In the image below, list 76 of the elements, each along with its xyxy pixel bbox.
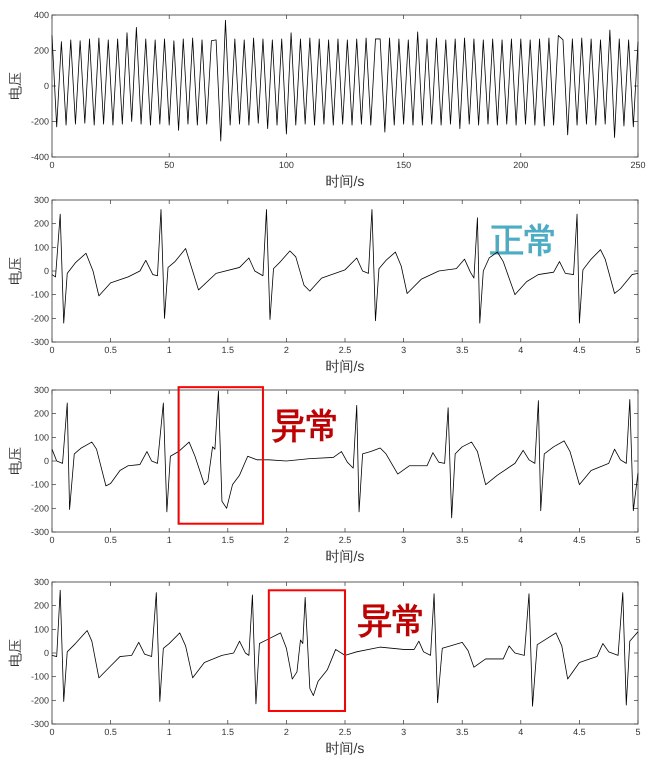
x-tick-label: 3.5 xyxy=(456,345,468,355)
x-tick-label: 150 xyxy=(396,160,412,170)
y-tick-label: -200 xyxy=(30,313,49,324)
y-tick-label: -300 xyxy=(30,527,49,537)
annotation: 异常 xyxy=(271,406,340,446)
line-series xyxy=(52,20,638,142)
y-tick-label: 300 xyxy=(34,577,49,587)
y-tick-label: 0 xyxy=(44,456,49,466)
x-axis-title: 时间/s xyxy=(326,548,364,564)
x-tick-label: 1.5 xyxy=(222,345,234,355)
y-tick-label: 200 xyxy=(34,46,49,56)
y-tick-label: 0 xyxy=(44,81,49,91)
x-tick-label: 2.5 xyxy=(338,345,352,355)
y-tick-label: 200 xyxy=(34,408,49,419)
y-tick-label: 300 xyxy=(34,385,49,395)
y-tick-label: -400 xyxy=(30,152,49,162)
line-series xyxy=(52,390,638,518)
x-tick-label: 2 xyxy=(284,535,289,545)
x-tick-label: 5 xyxy=(635,535,641,545)
x-tick-label: 0.5 xyxy=(104,727,117,737)
x-tick-label: 3.5 xyxy=(456,535,468,545)
x-tick-label: 1.5 xyxy=(222,727,234,737)
x-tick-label: 5 xyxy=(635,727,641,737)
x-tick-label: 100 xyxy=(278,160,294,170)
x-tick-label: 2 xyxy=(284,727,289,737)
y-tick-label: -200 xyxy=(30,503,49,514)
x-tick-label: 2.5 xyxy=(338,535,352,545)
x-tick-label: 200 xyxy=(513,160,528,170)
y-tick-label: 200 xyxy=(34,600,49,611)
y-axis-title: 电压 xyxy=(7,72,23,100)
y-tick-label: -300 xyxy=(30,719,49,729)
y-tick-label: -200 xyxy=(30,695,49,706)
y-tick-label: -200 xyxy=(30,116,49,126)
y-tick-label: -300 xyxy=(30,337,49,347)
x-tick-label: 4 xyxy=(518,535,524,545)
y-tick-label: 100 xyxy=(34,432,49,442)
x-tick-label: 4.5 xyxy=(573,345,586,355)
x-axis-title: 时间/s xyxy=(326,173,364,189)
x-tick-label: 2 xyxy=(284,345,289,355)
x-tick-label: 4.5 xyxy=(573,535,586,545)
x-axis-title: 时间/s xyxy=(326,358,364,374)
x-tick-label: 3 xyxy=(401,345,406,355)
x-tick-label: 3 xyxy=(401,535,406,545)
y-tick-label: 100 xyxy=(34,242,49,252)
x-tick-label: 250 xyxy=(630,160,646,170)
x-tick-label: 2.5 xyxy=(338,727,352,737)
annotation: 异常 xyxy=(357,601,426,641)
line-series xyxy=(52,590,638,707)
y-tick-label: 0 xyxy=(44,648,49,658)
y-axis-title: 电压 xyxy=(7,447,23,475)
x-tick-label: 1.5 xyxy=(222,535,234,545)
y-tick-label: -100 xyxy=(30,672,49,682)
x-tick-label: 4 xyxy=(518,345,524,355)
y-tick-label: 100 xyxy=(34,624,49,634)
x-tick-label: 4.5 xyxy=(573,727,586,737)
y-tick-label: 0 xyxy=(44,266,49,276)
annotation: 正常 xyxy=(489,221,558,261)
x-tick-label: 50 xyxy=(164,160,174,170)
x-tick-label: 3 xyxy=(401,727,406,737)
x-tick-label: 3.5 xyxy=(456,727,468,737)
x-tick-label: 4 xyxy=(518,727,524,737)
x-tick-label: 1 xyxy=(166,345,172,355)
x-tick-label: 1 xyxy=(166,535,172,545)
y-tick-label: -100 xyxy=(30,480,49,490)
x-axis-title: 时间/s xyxy=(326,740,364,756)
line-series xyxy=(52,209,638,324)
x-tick-label: 0.5 xyxy=(104,345,117,355)
y-tick-label: -100 xyxy=(30,290,49,300)
y-tick-label: 400 xyxy=(34,10,49,20)
y-tick-label: 200 xyxy=(34,218,49,229)
x-tick-label: 0.5 xyxy=(104,535,117,545)
x-tick-label: 1 xyxy=(166,727,172,737)
x-tick-label: 5 xyxy=(635,345,641,355)
y-axis-title: 电压 xyxy=(7,257,23,285)
y-tick-label: 300 xyxy=(34,195,49,205)
y-axis-title: 电压 xyxy=(7,639,23,667)
